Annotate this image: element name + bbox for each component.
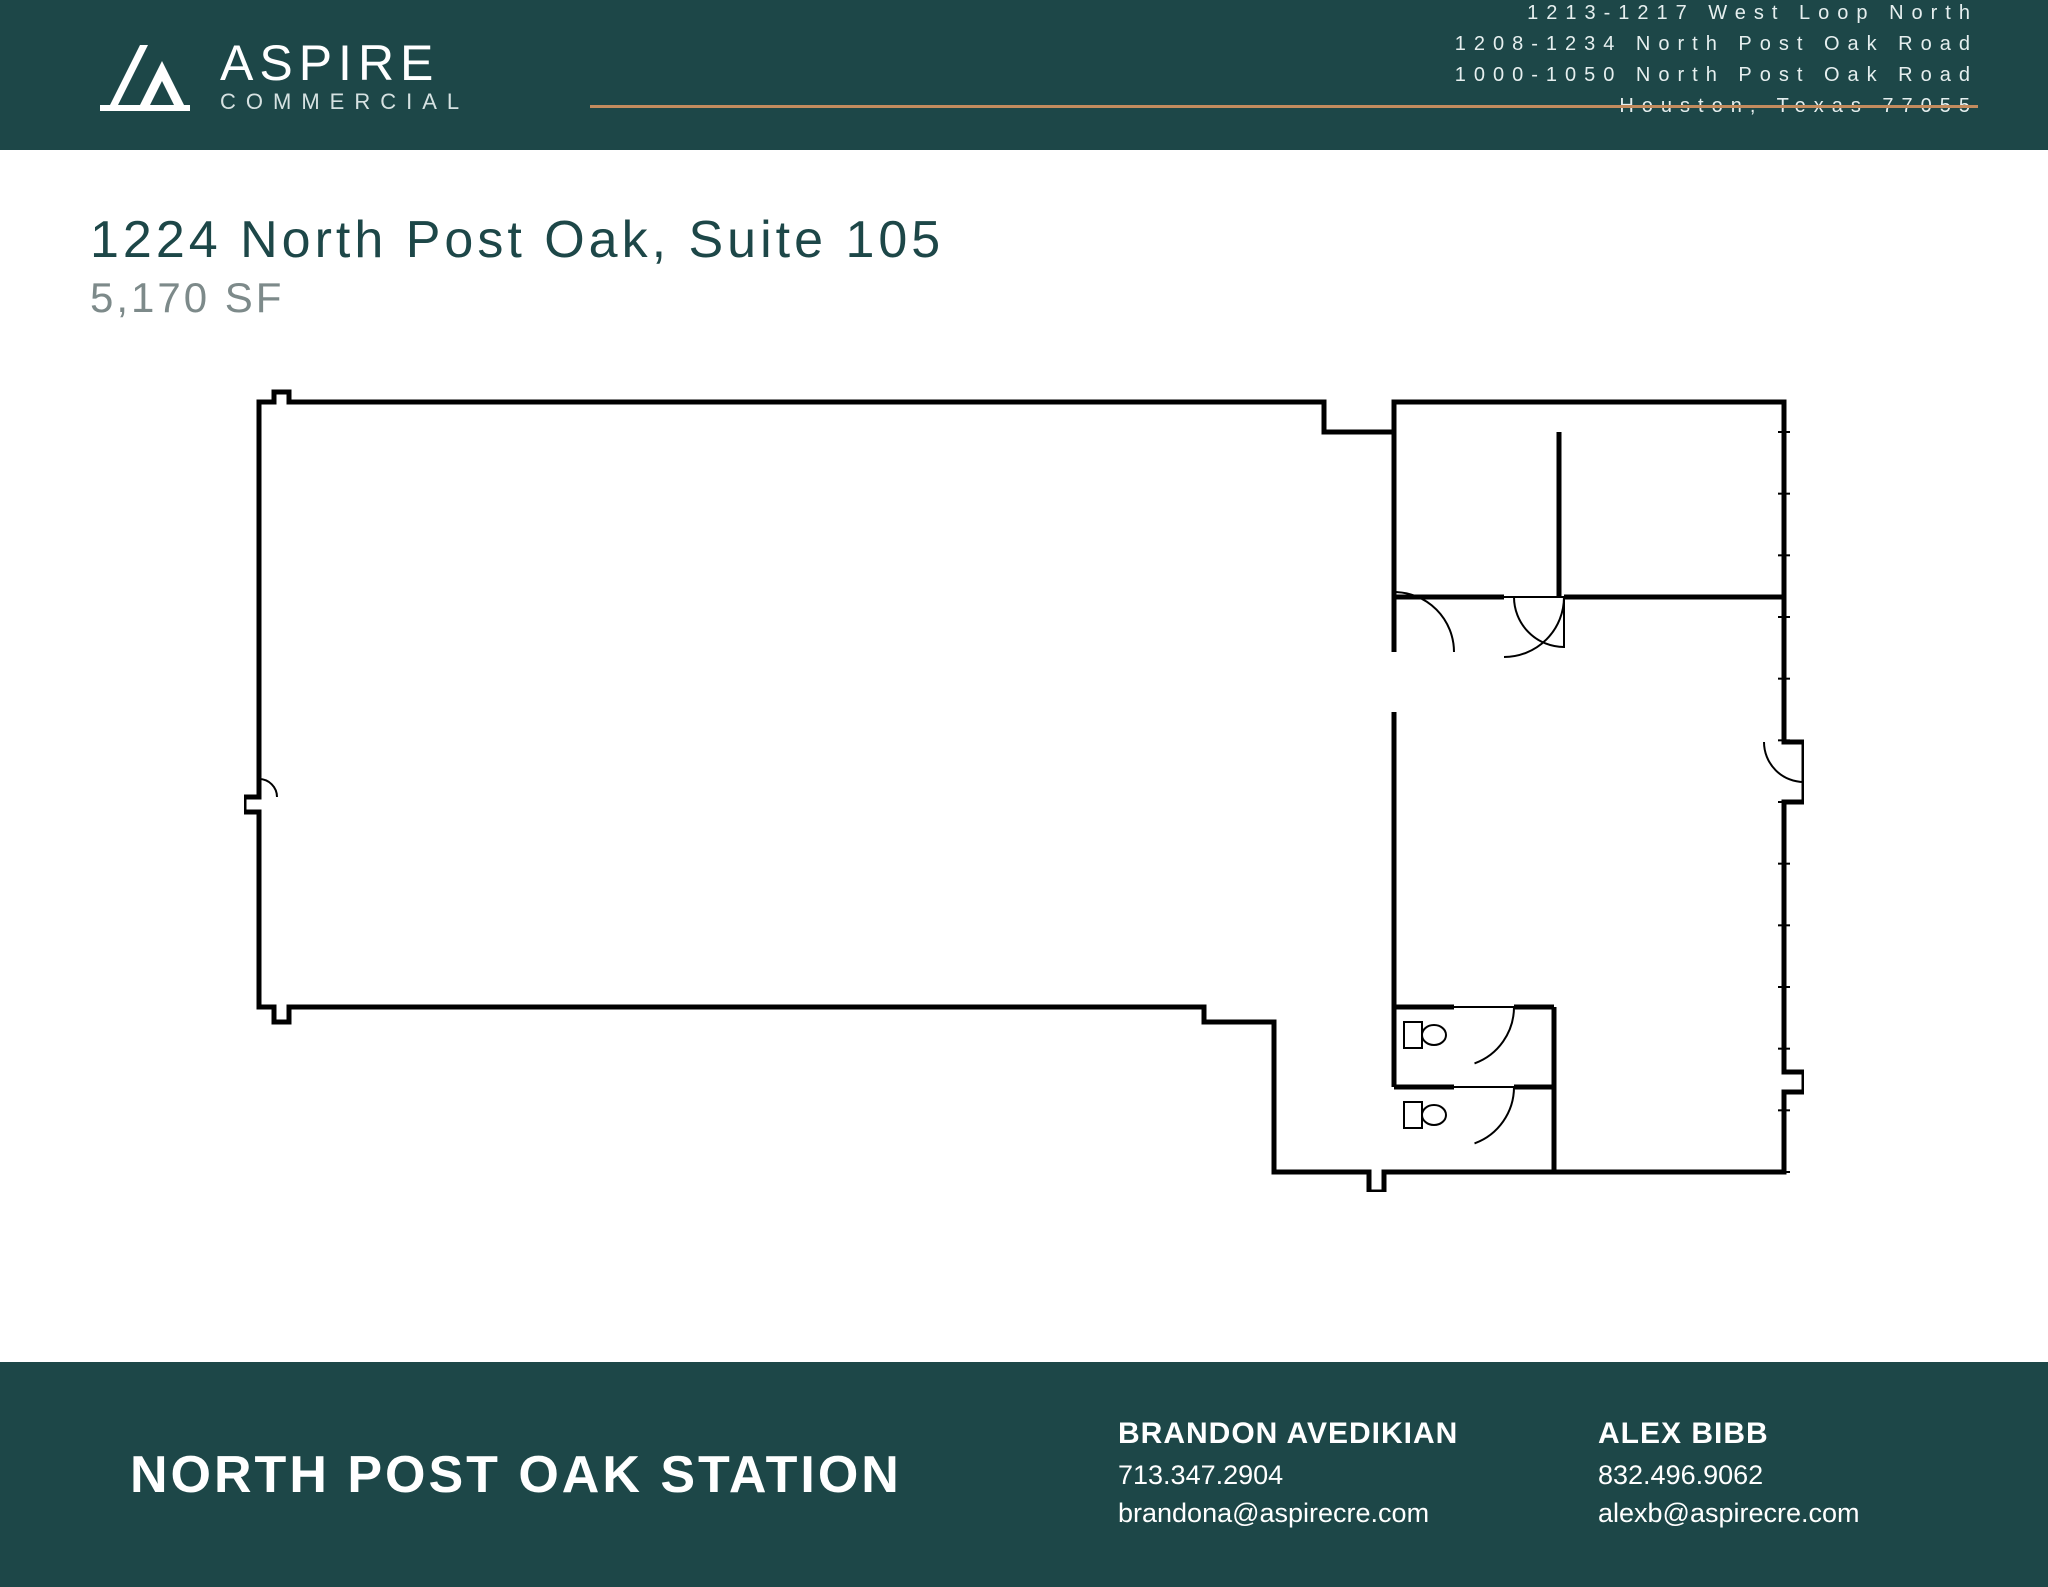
- address-line: 1208-1234 North Post Oak Road: [1455, 29, 1978, 60]
- aspire-logo-icon: [90, 35, 200, 115]
- header-bar: ASPIRE COMMERCIAL 1213-1217 West Loop No…: [0, 0, 2048, 150]
- address-line: 1213-1217 West Loop North: [1455, 0, 1978, 29]
- header-address: 1213-1217 West Loop North 1208-1234 Nort…: [1455, 0, 1978, 122]
- contact-name: BRANDON AVEDIKIAN: [1118, 1417, 1538, 1451]
- square-footage: 5,170 SF: [90, 274, 1958, 322]
- contact-phone: 832.496.9062: [1598, 1457, 1958, 1495]
- address-line: Houston, Texas 77055: [1455, 91, 1978, 122]
- contact-phone: 713.347.2904: [1118, 1457, 1538, 1495]
- floorplan-container: [90, 372, 1958, 1192]
- contact-email: brandona@aspirecre.com: [1118, 1495, 1538, 1533]
- logo-text: ASPIRE COMMERCIAL: [220, 37, 469, 113]
- footer-title: NORTH POST OAK STATION: [130, 1445, 1058, 1505]
- logo-subtitle: COMMERCIAL: [220, 90, 469, 113]
- contact-name: ALEX BIBB: [1598, 1417, 1958, 1451]
- footer-bar: NORTH POST OAK STATION BRANDON AVEDIKIAN…: [0, 1362, 2048, 1587]
- address-line: 1000-1050 North Post Oak Road: [1455, 60, 1978, 91]
- floorplan-diagram: [244, 372, 1804, 1192]
- contact-email: alexb@aspirecre.com: [1598, 1495, 1958, 1533]
- suite-title: 1224 North Post Oak, Suite 105: [90, 210, 1958, 270]
- logo-block: ASPIRE COMMERCIAL: [90, 35, 469, 115]
- logo-name: ASPIRE: [220, 37, 469, 90]
- contact-block: BRANDON AVEDIKIAN 713.347.2904 brandona@…: [1118, 1417, 1538, 1533]
- main-content: 1224 North Post Oak, Suite 105 5,170 SF: [0, 150, 2048, 1362]
- contact-block: ALEX BIBB 832.496.9062 alexb@aspirecre.c…: [1598, 1417, 1958, 1533]
